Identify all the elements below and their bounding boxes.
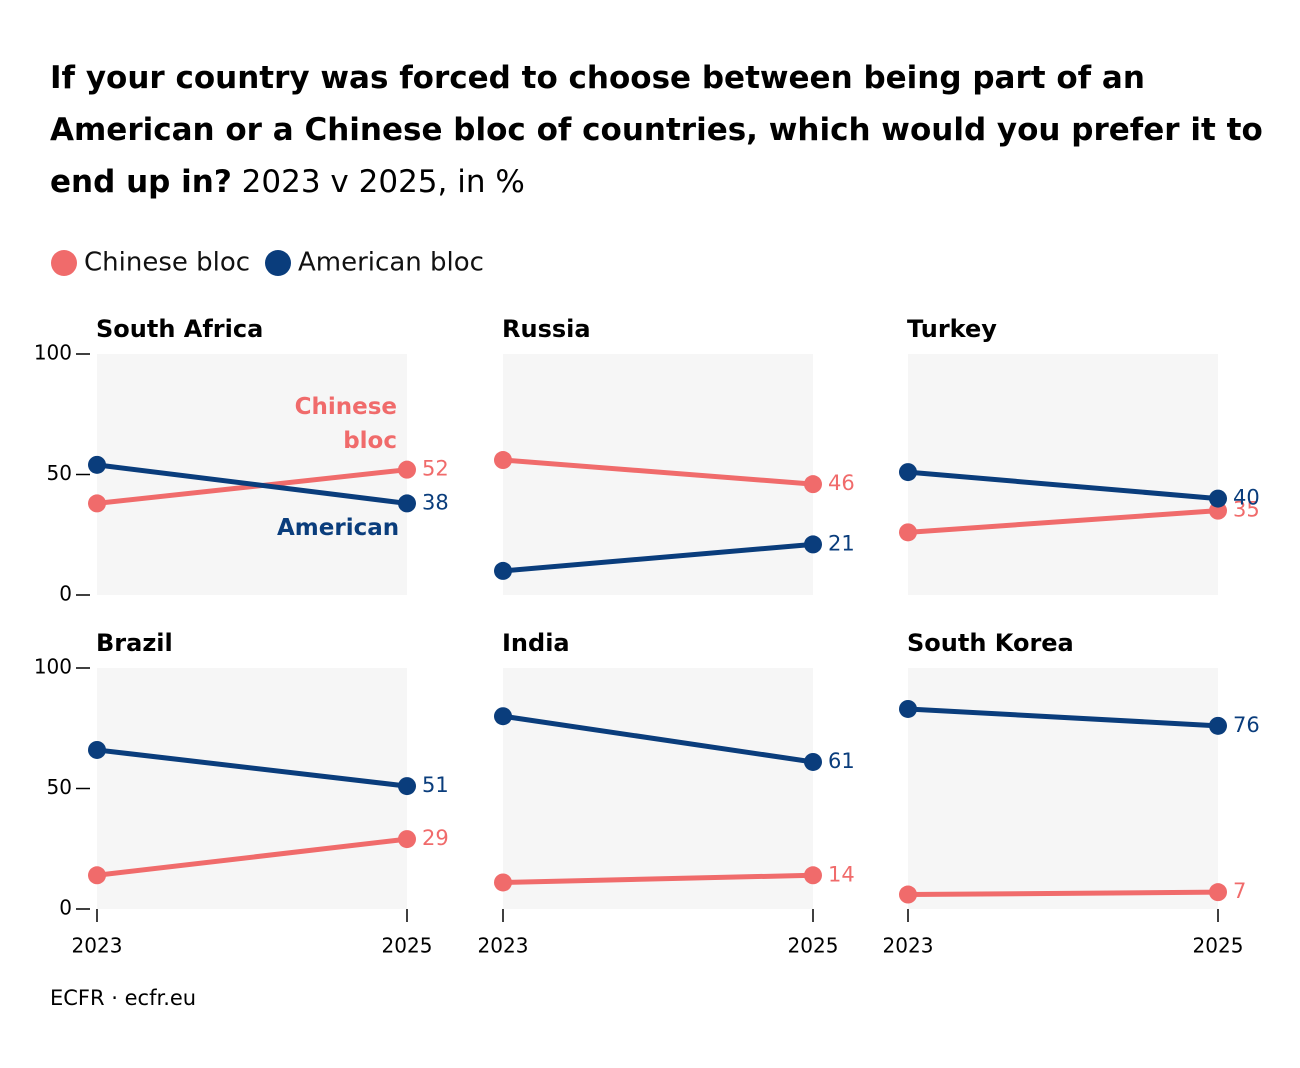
plot-background xyxy=(97,668,407,909)
data-label: 51 xyxy=(422,773,449,797)
series-line xyxy=(96,836,408,878)
point xyxy=(88,455,106,474)
x-tick-label: 2025 xyxy=(382,934,433,958)
point xyxy=(1209,883,1227,902)
annotation: Chinese bloc xyxy=(294,394,397,454)
series-line xyxy=(907,889,1219,898)
plot-background xyxy=(908,668,1218,909)
series-line xyxy=(502,872,814,885)
series-line xyxy=(502,541,814,574)
point xyxy=(899,885,917,904)
point xyxy=(804,752,822,771)
data-label: 7 xyxy=(1233,879,1246,903)
point xyxy=(398,460,416,479)
point xyxy=(804,535,822,554)
x-tick-label: 2023 xyxy=(72,934,123,958)
y-tick-label: 50 xyxy=(47,775,72,799)
y-tick-label: 100 xyxy=(34,655,72,679)
point xyxy=(88,494,106,513)
data-label: 38 xyxy=(422,490,449,514)
plot-background xyxy=(503,668,813,909)
y-tick-label: 0 xyxy=(59,582,72,606)
data-label: 52 xyxy=(422,457,449,481)
x-tick-label: 2025 xyxy=(1193,934,1244,958)
data-label: 46 xyxy=(828,471,855,495)
point xyxy=(899,699,917,718)
point xyxy=(398,777,416,796)
series-line xyxy=(907,508,1219,535)
point xyxy=(804,475,822,494)
series-line xyxy=(907,706,1219,729)
point xyxy=(899,523,917,542)
data-label: 29 xyxy=(422,826,449,850)
chart-title: If your country was forced to choose bet… xyxy=(50,60,1263,200)
series-line xyxy=(96,747,408,789)
point xyxy=(1209,716,1227,735)
annotation: American xyxy=(277,515,400,541)
legend-label: American bloc xyxy=(298,248,484,278)
point xyxy=(88,866,106,885)
point xyxy=(494,451,512,470)
data-label: 40 xyxy=(1233,486,1260,510)
point xyxy=(398,830,416,849)
panel-title: Russia xyxy=(502,315,591,343)
data-label: 35 xyxy=(1233,498,1260,522)
chart-subtitle: 2023 v 2025, in % xyxy=(241,164,525,200)
data-label: 14 xyxy=(828,862,855,886)
data-label: 61 xyxy=(828,749,855,773)
x-tick-label: 2023 xyxy=(883,934,934,958)
y-tick-label: 50 xyxy=(47,461,72,485)
y-tick-label: 0 xyxy=(59,896,72,920)
title-block: If your country was forced to choose bet… xyxy=(50,52,1270,208)
panel-title: Turkey xyxy=(907,315,997,343)
y-tick-label: 100 xyxy=(34,341,72,365)
legend-marker xyxy=(265,250,291,276)
point xyxy=(1209,489,1227,508)
panel-title: Brazil xyxy=(96,629,173,657)
data-label: 21 xyxy=(828,531,855,555)
legend-label: Chinese bloc xyxy=(84,248,250,278)
series-line xyxy=(502,457,814,487)
legend-marker xyxy=(51,250,77,276)
data-label: 76 xyxy=(1233,713,1260,737)
series-line xyxy=(907,469,1219,502)
point xyxy=(88,740,106,759)
point xyxy=(494,561,512,580)
point xyxy=(899,463,917,482)
panel-title: South Korea xyxy=(907,629,1074,657)
point xyxy=(398,494,416,513)
point xyxy=(804,866,822,885)
x-tick-label: 2025 xyxy=(788,934,839,958)
x-tick-label: 2023 xyxy=(478,934,529,958)
point xyxy=(494,873,512,892)
series-line xyxy=(502,713,814,765)
source: ECFR · ecfr.eu xyxy=(50,986,197,1010)
point xyxy=(494,707,512,726)
series-line xyxy=(96,462,408,506)
panel-title: South Africa xyxy=(96,315,263,343)
panel-title: India xyxy=(502,629,570,657)
